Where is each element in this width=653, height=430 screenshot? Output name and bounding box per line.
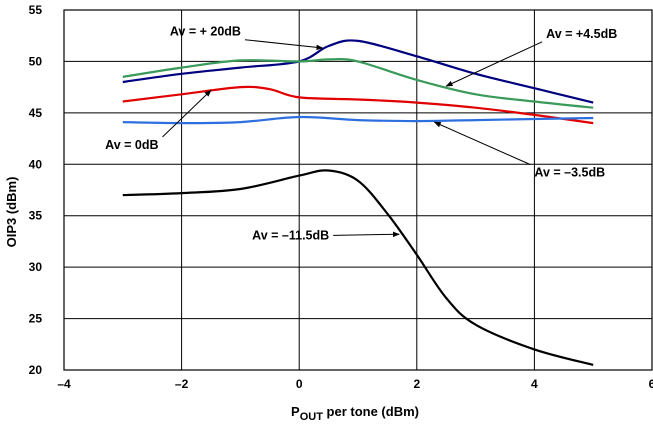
annotation-label: Av = 0dB [105, 138, 158, 152]
annotations: Av = + 20dB Av = +4.5dB Av = 0dB Av = –3.5d… [105, 25, 617, 243]
x-tick-label: 6 [649, 377, 653, 391]
annotation-arrow [433, 121, 531, 166]
y-tick-label: 35 [29, 209, 43, 223]
y-axis-label: OIP3 (dBm) [4, 177, 19, 248]
series-line [122, 39, 594, 104]
annotation-arrow [445, 41, 543, 87]
annotation-label: Av = +4.5dB [546, 27, 617, 41]
x-tick-label: 4 [531, 377, 538, 391]
tick-labels: –4 –2 0 2 4 6 20 25 30 35 40 45 50 55 [29, 3, 653, 391]
y-tick-label: 45 [29, 106, 43, 120]
series-line [122, 115, 594, 125]
annotation-label: Av = + 20dB [170, 25, 241, 39]
series-line [122, 85, 594, 125]
x-tick-label: –4 [57, 377, 71, 391]
x-tick-label: 0 [296, 377, 303, 391]
plot-frame [63, 9, 653, 371]
y-tick-label: 20 [29, 363, 43, 377]
series-lines [122, 39, 594, 366]
y-tick-label: 30 [29, 260, 43, 274]
annotation-arrow [244, 39, 324, 51]
x-axis-label: POUT per tone (dBm) [291, 404, 419, 423]
y-tick-label: 40 [29, 157, 43, 171]
annotation-label: Av = –11.5dB [252, 228, 329, 242]
series-line [122, 58, 594, 109]
x-tick-label: –2 [175, 377, 189, 391]
annotation-arrow [333, 231, 400, 238]
series-line [122, 169, 594, 366]
y-tick-label: 25 [29, 312, 43, 326]
y-tick-label: 55 [29, 3, 43, 17]
x-tick-label: 2 [413, 377, 420, 391]
annotation-arrow [162, 89, 212, 138]
grid [63, 9, 653, 371]
annotation-label: Av = –3.5dB [534, 166, 605, 180]
y-tick-label: 50 [29, 54, 43, 68]
